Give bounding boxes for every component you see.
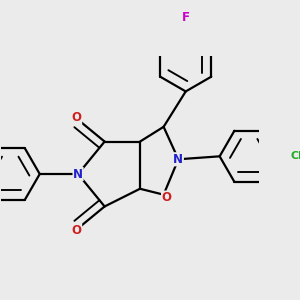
Text: O: O [162, 191, 172, 204]
Text: F: F [182, 11, 190, 24]
Text: O: O [72, 112, 82, 124]
Text: O: O [72, 224, 82, 237]
Text: N: N [173, 153, 183, 166]
Text: N: N [73, 167, 83, 181]
Text: Cl: Cl [290, 151, 300, 161]
